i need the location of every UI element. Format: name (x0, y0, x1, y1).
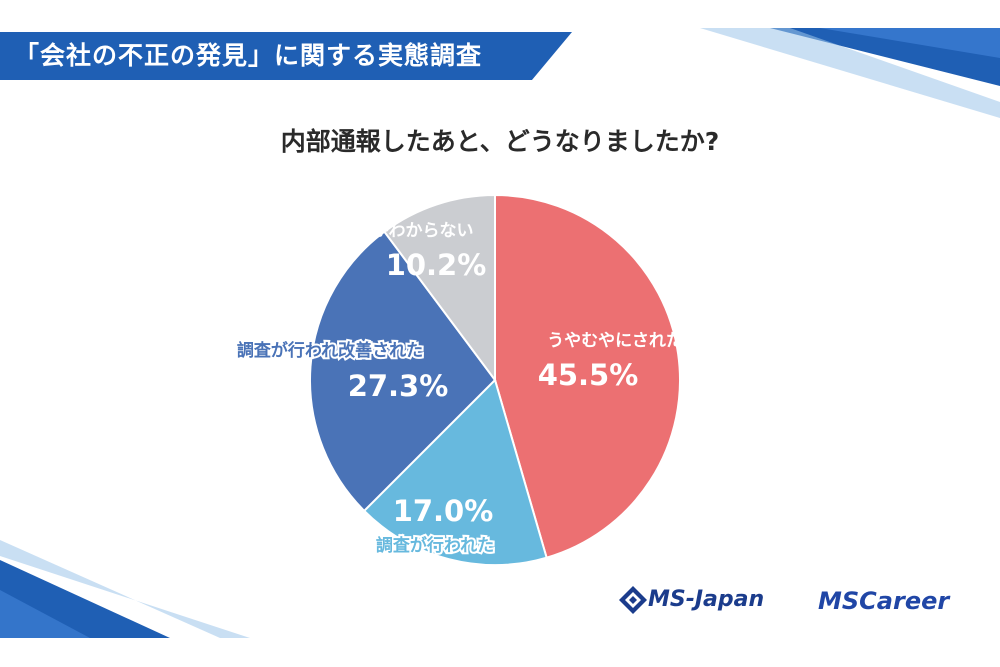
slice-label: どうなったかわからない (287, 221, 474, 241)
slice-value-label: 17.0% (393, 494, 494, 528)
slice-label: 調査が行われた (376, 535, 494, 556)
ms-japan-logo: MS-Japan (648, 587, 764, 612)
slice-value-label: 10.2% (386, 248, 487, 282)
ms-japan-logo-icon (618, 585, 648, 615)
slice-label: うやむやにされた (547, 331, 683, 351)
slice-value-label: 45.5% (538, 358, 639, 392)
ms-career-logo: MSCareer (818, 587, 949, 615)
slice-label: 調査が行われ改善された (237, 340, 423, 361)
slice-value-label: 27.3% (348, 369, 449, 403)
